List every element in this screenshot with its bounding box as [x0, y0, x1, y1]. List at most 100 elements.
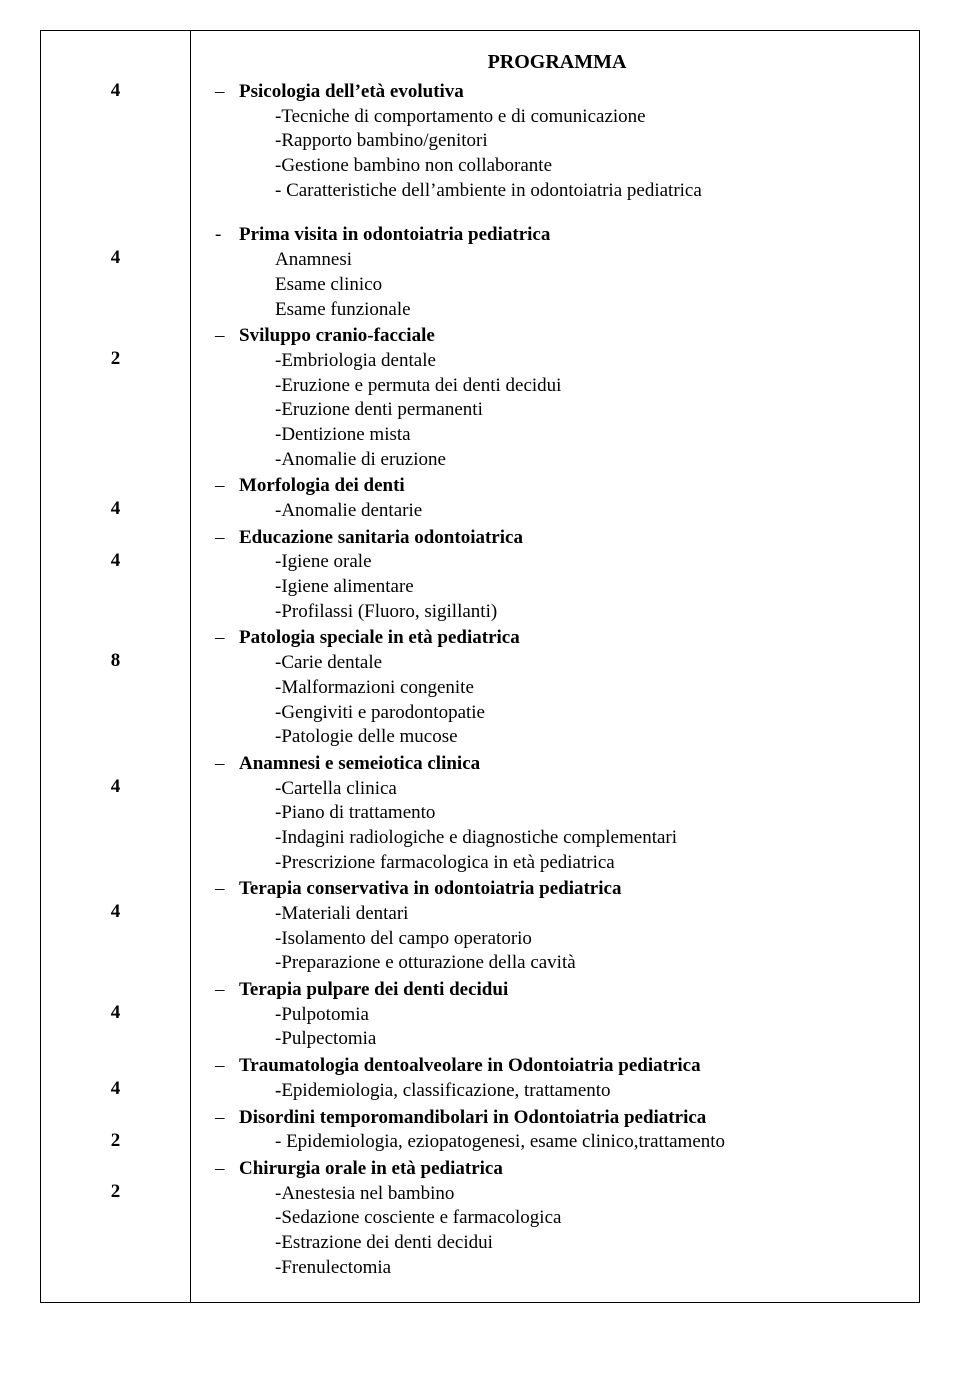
section-subitem: -Indagini radiologiche e diagnostiche co… — [275, 826, 899, 851]
program-section: –Anamnesi e semeiotica clinica-Cartella … — [215, 752, 899, 875]
hours-value: 2 — [41, 1181, 190, 1203]
section-title: Morfologia dei denti — [239, 474, 405, 499]
hours-value: 4 — [41, 1078, 190, 1100]
section-title: Terapia pulpare dei denti decidui — [239, 978, 508, 1003]
section-subitem: -Anestesia nel bambino — [275, 1182, 899, 1207]
section-subitem: -Malformazioni congenite — [275, 676, 899, 701]
program-section: –Terapia pulpare dei denti decidui-Pulpo… — [215, 978, 899, 1052]
section-subitems: AnamnesiEsame clinicoEsame funzionale — [215, 248, 899, 322]
program-heading: PROGRAMMA — [215, 51, 899, 74]
bullet-dash: – — [215, 877, 239, 902]
hours-value: 4 — [41, 550, 190, 572]
section-header: –Sviluppo cranio-facciale — [215, 324, 899, 349]
section-title: Disordini temporomandibolari in Odontoia… — [239, 1106, 706, 1131]
section-subitems: -Pulpotomia-Pulpectomia — [215, 1003, 899, 1052]
hours-column: 4 4 2 4 4 8 4 4 4 4 2 2 — [41, 31, 191, 1302]
section-subitem: -Pulpectomia — [275, 1027, 899, 1052]
section-title: Traumatologia dentoalveolare in Odontoia… — [239, 1054, 701, 1079]
page: 442448444422 PROGRAMMA –Psicologia dell’… — [0, 0, 960, 1333]
section-header: –Disordini temporomandibolari in Odontoi… — [215, 1106, 899, 1131]
program-section: –Morfologia dei denti-Anomalie dentarie — [215, 474, 899, 523]
section-title: Prima visita in odontoiatria pediatrica — [239, 223, 550, 248]
section-subitem: -Profilassi (Fluoro, sigillanti) — [275, 600, 899, 625]
section-subitems: -Anomalie dentarie — [215, 499, 899, 524]
program-section: –Disordini temporomandibolari in Odontoi… — [215, 1106, 899, 1155]
section-title: Psicologia dell’età evolutiva — [239, 80, 464, 105]
section-subitems: -Cartella clinica-Piano di trattamento-I… — [215, 777, 899, 876]
section-subitem: -Patologie delle mucose — [275, 725, 899, 750]
section-subitem: -Frenulectomia — [275, 1256, 899, 1281]
bullet-dash: – — [215, 752, 239, 777]
section-subitem: -Prescrizione farmacologica in età pedia… — [275, 851, 899, 876]
hours-value: 4 — [41, 901, 190, 923]
section-subitems: -Anestesia nel bambino-Sedazione coscien… — [215, 1182, 899, 1281]
section-subitem: -Igiene orale — [275, 550, 899, 575]
bullet-dash: – — [215, 80, 239, 105]
section-subitems: -Materiali dentari-Isolamento del campo … — [215, 902, 899, 976]
section-title: Anamnesi e semeiotica clinica — [239, 752, 480, 777]
section-header: –Traumatologia dentoalveolare in Odontoi… — [215, 1054, 899, 1079]
section-subitem: -Isolamento del campo operatorio — [275, 927, 899, 952]
section-subitem: Esame clinico — [275, 273, 899, 298]
section-subitem: -Carie dentale — [275, 651, 899, 676]
section-subitem: -Sedazione cosciente e farmacologica — [275, 1206, 899, 1231]
section-subitem: -Piano di trattamento — [275, 801, 899, 826]
program-section: –Traumatologia dentoalveolare in Odontoi… — [215, 1054, 899, 1103]
hours-value: 8 — [41, 650, 190, 672]
section-title: Terapia conservativa in odontoiatria ped… — [239, 877, 621, 902]
content-column: PROGRAMMA –Psicologia dell’età evolutiva… — [191, 31, 919, 1302]
section-subitem: Esame funzionale — [275, 298, 899, 323]
bullet-dash: – — [215, 1054, 239, 1079]
hours-value: 4 — [41, 498, 190, 520]
section-header: –Anamnesi e semeiotica clinica — [215, 752, 899, 777]
section-subitem: -Gengiviti e parodontopatie — [275, 701, 899, 726]
bullet-dash: – — [215, 1157, 239, 1182]
section-subitem: -Gestione bambino non collaborante — [275, 154, 899, 179]
hours-value: 4 — [41, 776, 190, 798]
section-gap — [215, 205, 899, 223]
section-subitem: -Rapporto bambino/genitori — [275, 129, 899, 154]
section-subitem: -Materiali dentari — [275, 902, 899, 927]
section-subitem: -Preparazione e otturazione della cavità — [275, 951, 899, 976]
program-table: 442448444422 PROGRAMMA –Psicologia dell’… — [40, 30, 920, 1303]
bullet-dash: – — [215, 1106, 239, 1131]
program-section: –Educazione sanitaria odontoiatrica-Igie… — [215, 526, 899, 625]
section-subitem: -Cartella clinica — [275, 777, 899, 802]
section-subitem: -Dentizione mista — [275, 423, 899, 448]
section-subitem: -Tecniche di comportamento e di comunica… — [275, 105, 899, 130]
section-header: –Terapia pulpare dei denti decidui — [215, 978, 899, 1003]
hours-value: 4 — [41, 247, 190, 269]
section-subitem: -Epidemiologia, classificazione, trattam… — [275, 1079, 899, 1104]
program-section: –Patologia speciale in età pediatrica-Ca… — [215, 626, 899, 749]
bullet-dash: - — [215, 223, 239, 248]
sections-container: –Psicologia dell’età evolutiva-Tecniche … — [215, 80, 899, 1280]
section-title: Patologia speciale in età pediatrica — [239, 626, 520, 651]
section-title: Educazione sanitaria odontoiatrica — [239, 526, 523, 551]
program-section: –Chirurgia orale in età pediatrica-Anest… — [215, 1157, 899, 1280]
program-section: –Terapia conservativa in odontoiatria pe… — [215, 877, 899, 976]
bullet-dash: – — [215, 474, 239, 499]
section-subitem: -Igiene alimentare — [275, 575, 899, 600]
section-header: –Psicologia dell’età evolutiva — [215, 80, 899, 105]
hours-value: 2 — [41, 348, 190, 370]
bullet-dash: – — [215, 978, 239, 1003]
section-subitem: -Anomalie dentarie — [275, 499, 899, 524]
section-header: –Chirurgia orale in età pediatrica — [215, 1157, 899, 1182]
bullet-dash: – — [215, 526, 239, 551]
section-header: –Terapia conservativa in odontoiatria pe… — [215, 877, 899, 902]
section-subitem: -Anomalie di eruzione — [275, 448, 899, 473]
section-subitems: -Epidemiologia, classificazione, trattam… — [215, 1079, 899, 1104]
section-subitems: -Igiene orale-Igiene alimentare-Profilas… — [215, 550, 899, 624]
section-subitems: - Epidemiologia, eziopatogenesi, esame c… — [215, 1130, 899, 1155]
hours-value: 2 — [41, 1130, 190, 1152]
bullet-dash: – — [215, 324, 239, 349]
program-section: -Prima visita in odontoiatria pediatrica… — [215, 223, 899, 322]
hours-value: 4 — [41, 1002, 190, 1024]
section-subitem: -Pulpotomia — [275, 1003, 899, 1028]
section-header: -Prima visita in odontoiatria pediatrica — [215, 223, 899, 248]
section-subitem: -Embriologia dentale — [275, 349, 899, 374]
section-header: –Morfologia dei denti — [215, 474, 899, 499]
section-subitem: Anamnesi — [275, 248, 899, 273]
program-section: –Psicologia dell’età evolutiva-Tecniche … — [215, 80, 899, 203]
hours-value: 4 — [41, 80, 190, 102]
